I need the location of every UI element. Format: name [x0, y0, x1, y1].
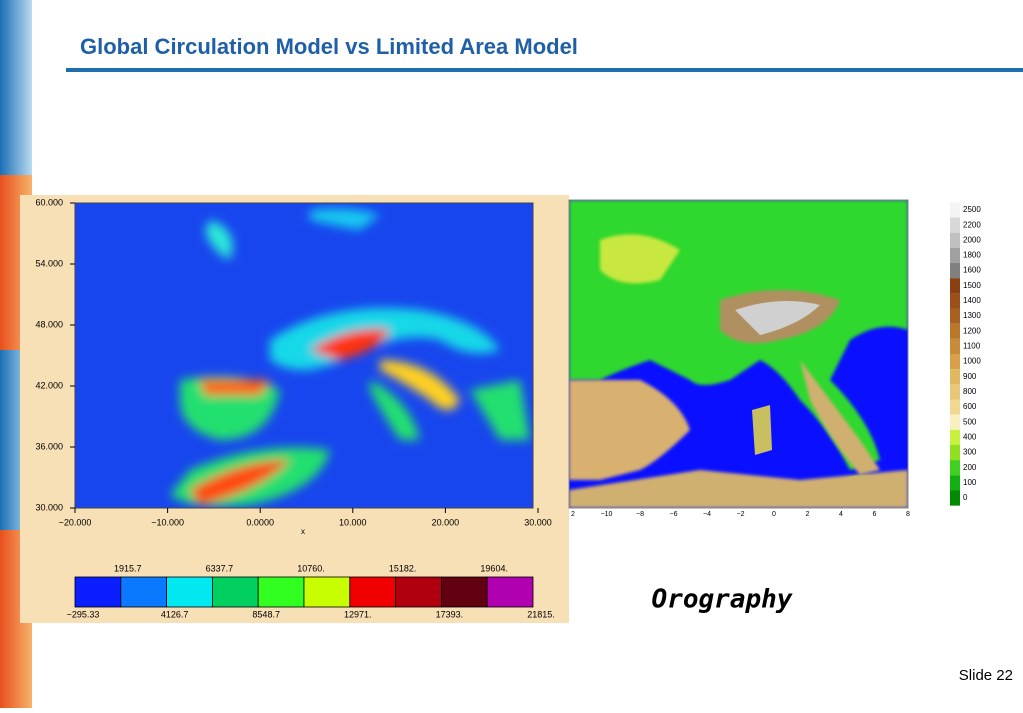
x-tick-label: 2 [806, 511, 810, 518]
legend-label: 0 [963, 493, 968, 502]
x-tick-label: 6 [873, 511, 877, 518]
colorbar-top-label: 10760. [297, 563, 325, 573]
y-tick-label: 60.000 [35, 197, 63, 207]
legend-swatch [950, 384, 960, 400]
legend-swatch [950, 263, 960, 279]
colorbar-cell [120, 576, 168, 608]
legend-label: 1600 [963, 266, 981, 275]
legend-label: 500 [963, 417, 977, 426]
colorbar-cell [395, 576, 442, 608]
caption: Orography [652, 585, 793, 615]
legend-label: 800 [963, 387, 977, 396]
x-tick-label: −10 [601, 511, 613, 518]
legend-label: 300 [963, 448, 977, 457]
colorbar-cell [74, 576, 122, 608]
x-tick-label: 0.0000 [246, 517, 274, 527]
legend-label: 1400 [963, 296, 981, 305]
x-tick-label: 10.000 [339, 517, 367, 527]
x-tick-label: 2 [571, 511, 575, 518]
colorbar-top-label: 19604. [480, 563, 508, 573]
y-tick-label: 54.000 [35, 258, 63, 268]
legend-label: 1000 [963, 357, 981, 366]
slide-title: Global Circulation Model vs Limited Area… [80, 34, 578, 59]
lam-map [569, 200, 908, 508]
legend-label: 2500 [963, 205, 981, 214]
legend-swatch [950, 247, 960, 264]
x-tick-label: 8 [906, 511, 910, 518]
colorbar-cell [303, 576, 351, 608]
colorbar-top-label: 1915.7 [114, 563, 142, 573]
x-tick-label: 4 [839, 511, 843, 518]
legend-label: 600 [963, 402, 977, 411]
colorbar-cell [211, 576, 259, 608]
legend-label: 1100 [963, 342, 981, 351]
legend-label: 1800 [963, 251, 981, 260]
colorbar-bottom-label: 12971. [344, 609, 372, 619]
colorbar-top-label: 15182. [389, 563, 417, 573]
legend-swatch [950, 278, 960, 294]
colorbar-cell [440, 576, 488, 608]
legend-swatch [950, 399, 960, 415]
x-axis-label: x [301, 527, 305, 536]
legend-label: 200 [963, 463, 977, 472]
colorbar-bottom-label: 8548.7 [252, 609, 280, 619]
x-tick-label: 20.000 [432, 517, 460, 527]
legend-swatch [950, 475, 960, 491]
legend-swatch [950, 323, 960, 339]
y-tick-label: 36.000 [35, 441, 63, 451]
title-rule [66, 68, 1023, 72]
legend-swatch [950, 354, 960, 370]
colorbar-bottom-label: 17393. [436, 609, 464, 619]
legend-swatch [950, 490, 960, 506]
legend-label: 1200 [963, 326, 981, 335]
colorbar-cell [486, 576, 534, 608]
legend-swatch [950, 369, 960, 385]
legend-swatch [950, 338, 960, 355]
legend-label: 1500 [963, 281, 981, 290]
legend-swatch [950, 202, 960, 218]
y-tick-label: 42.000 [35, 380, 63, 390]
plot-frame [74, 202, 534, 509]
x-tick-label: −20.000 [59, 517, 92, 527]
legend-swatch [950, 308, 960, 324]
legend-label: 100 [963, 478, 977, 487]
legend-swatch [950, 414, 960, 430]
x-tick-label: −4 [703, 511, 711, 518]
x-tick-label: 30.000 [524, 517, 552, 527]
legend-label: 2000 [963, 235, 981, 244]
legend-label: 900 [963, 372, 977, 381]
colorbar-cell [349, 576, 396, 608]
legend-swatch [950, 460, 960, 476]
legend-swatch [950, 429, 960, 445]
legend-swatch [950, 217, 960, 233]
x-tick-label: 0 [772, 511, 776, 518]
slide-number: Slide 22 [959, 667, 1013, 684]
x-tick-label: −6 [670, 511, 678, 518]
y-tick-label: 30.000 [35, 502, 63, 512]
legend-label: 1300 [963, 311, 981, 320]
x-tick-label: −2 [737, 511, 745, 518]
x-tick-label: −8 [636, 511, 644, 518]
colorbar-bottom-label: 21815. [527, 609, 555, 619]
y-tick-label: 48.000 [35, 319, 63, 329]
legend-swatch [950, 232, 960, 248]
colorbar-cell [257, 576, 305, 608]
lam-frame [568, 199, 909, 509]
legend-swatch [950, 444, 960, 461]
colorbar-cell [166, 576, 213, 608]
legend-label: 2200 [963, 220, 981, 229]
legend-label: 400 [963, 433, 977, 442]
gcm-map [75, 203, 533, 508]
colorbar-bottom-label: −295.33 [67, 609, 100, 619]
colorbar-top-label: 6337.7 [206, 563, 234, 573]
x-tick-label: −10.000 [151, 517, 184, 527]
colorbar-bottom-label: 4126.7 [161, 609, 189, 619]
legend-swatch [950, 293, 960, 309]
